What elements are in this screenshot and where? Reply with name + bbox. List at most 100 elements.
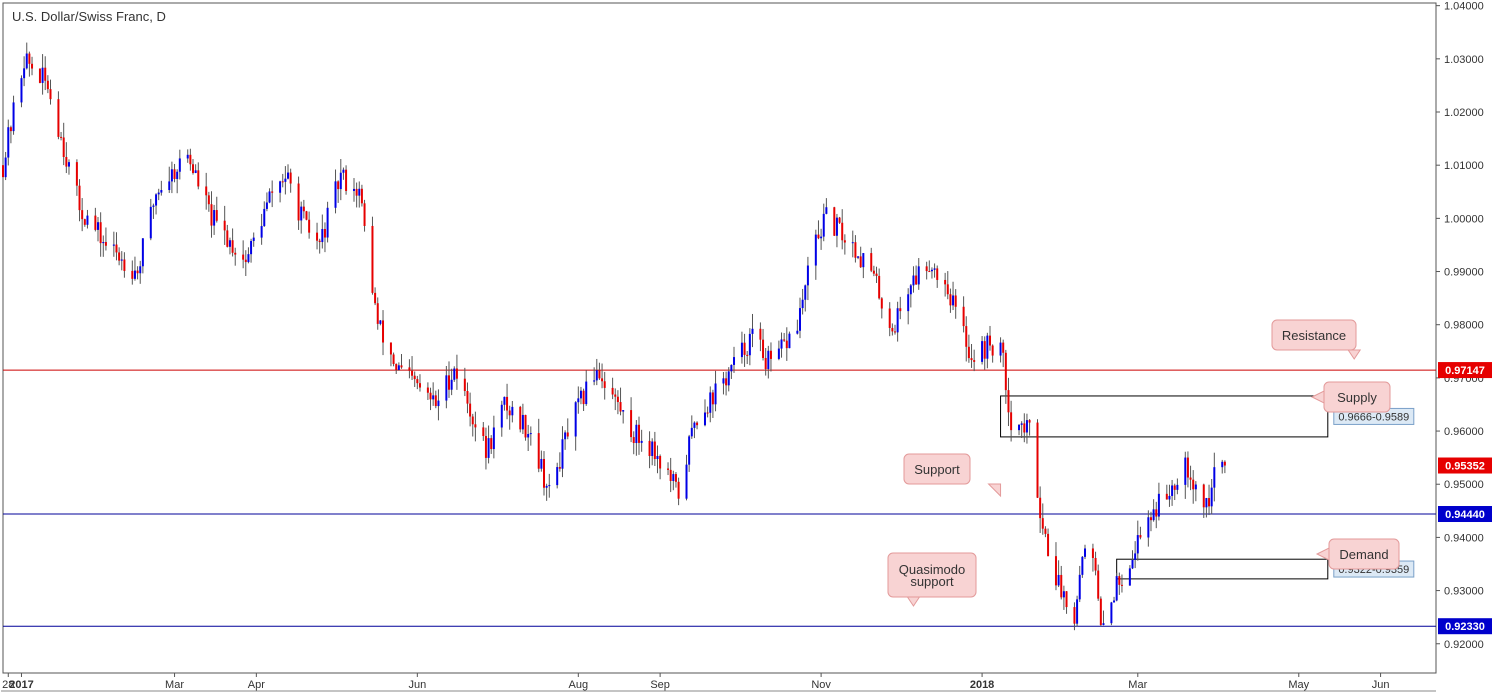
candle-up — [279, 181, 282, 193]
candle-up — [1171, 485, 1174, 496]
candle-down — [360, 188, 363, 204]
price-tag — [1438, 362, 1492, 379]
candle-up — [213, 210, 216, 226]
time-tick-label: Sep — [650, 679, 670, 691]
price-tag — [1438, 618, 1492, 635]
candle-down — [482, 427, 485, 437]
candle-down — [859, 256, 862, 268]
callout-pointer — [987, 483, 1002, 498]
price-tag — [1438, 506, 1492, 523]
candle-down — [1054, 556, 1057, 586]
candle-down — [893, 331, 896, 333]
time-tick-label: May — [1288, 679, 1309, 691]
candle-up — [133, 270, 136, 279]
candle-down — [769, 350, 772, 359]
candle-down — [305, 211, 308, 220]
candle-down — [630, 410, 633, 438]
candle-down — [878, 275, 881, 299]
candle-up — [896, 308, 899, 333]
candle-up — [1194, 484, 1197, 490]
candle-up — [1128, 568, 1131, 586]
time-tick-label: Jun — [408, 679, 426, 691]
candle-up — [194, 170, 197, 173]
candle-up — [228, 240, 231, 247]
candle-down — [598, 370, 601, 379]
candle-up — [1205, 498, 1208, 508]
candle-down — [75, 162, 78, 186]
candle-up — [432, 395, 435, 400]
candle-down — [674, 474, 677, 482]
candle-down — [936, 268, 939, 280]
candle-down — [490, 438, 493, 450]
candle-down — [28, 53, 31, 64]
price-tag-label: 0.97147 — [1445, 365, 1485, 377]
candle-up — [574, 402, 577, 437]
candle-up — [730, 364, 733, 372]
candle-up — [1020, 423, 1023, 425]
candle-down — [944, 279, 947, 285]
candle-down — [426, 387, 429, 393]
candle-down — [1189, 477, 1192, 480]
candle-down — [418, 383, 421, 388]
candle-down — [1120, 584, 1123, 586]
candle-down — [434, 395, 437, 407]
candle-down — [1047, 533, 1050, 557]
price-tick-label: 1.04000 — [1444, 1, 1484, 13]
callout-box — [1271, 319, 1357, 351]
candle-down — [872, 270, 875, 274]
candle-up — [777, 348, 780, 359]
candle-up — [585, 381, 588, 405]
candle-down — [376, 303, 379, 324]
candle-up — [709, 392, 712, 413]
candle-up — [579, 390, 582, 399]
candle-up — [999, 342, 1002, 356]
candle-up — [265, 202, 268, 209]
candle-up — [733, 357, 736, 365]
candle-down — [2, 165, 4, 178]
candle-down — [31, 63, 34, 69]
candle-up — [321, 228, 324, 243]
candle-up — [170, 169, 173, 182]
candle-down — [118, 252, 121, 261]
zone-range-label: 0.9666-0.9589 — [1338, 411, 1409, 423]
candle-up — [930, 269, 933, 272]
candle-up — [767, 350, 770, 370]
candle-up — [806, 265, 809, 286]
candle-up — [820, 236, 823, 239]
candle-up — [284, 178, 287, 182]
candle-down — [817, 234, 820, 239]
candle-down — [1044, 528, 1047, 534]
candle-up — [1081, 556, 1084, 575]
candle-down — [215, 210, 218, 221]
candle-down — [875, 273, 878, 276]
chart-title: U.S. Dollar/Swiss Franc, D — [12, 9, 166, 24]
price-tick-label: 1.03000 — [1444, 54, 1484, 66]
candle-up — [564, 432, 567, 440]
candle-down — [484, 436, 487, 458]
time-tick-label: 2018 — [970, 679, 994, 691]
candle-up — [780, 339, 783, 349]
candle-up — [358, 188, 361, 196]
candle-down — [954, 295, 957, 307]
candle-down — [192, 164, 195, 173]
candle-down — [337, 181, 340, 190]
candle-down — [611, 387, 614, 395]
candle-up — [120, 259, 123, 261]
candle-up — [656, 456, 659, 460]
candle-down — [711, 392, 714, 405]
candle-down — [1002, 342, 1005, 353]
candle-down — [508, 410, 511, 416]
candle-down — [638, 424, 641, 443]
time-tick-label: Nov — [811, 679, 831, 691]
candle-down — [962, 306, 965, 327]
candle-down — [62, 137, 65, 157]
candle-up — [796, 330, 799, 334]
candle-down — [888, 308, 891, 328]
candle-down — [463, 378, 466, 392]
candle-up — [102, 242, 105, 244]
candle-down — [374, 292, 377, 304]
candle-up — [352, 188, 355, 191]
price-tick-label: 0.96000 — [1444, 426, 1484, 438]
candle-down — [1073, 607, 1076, 624]
